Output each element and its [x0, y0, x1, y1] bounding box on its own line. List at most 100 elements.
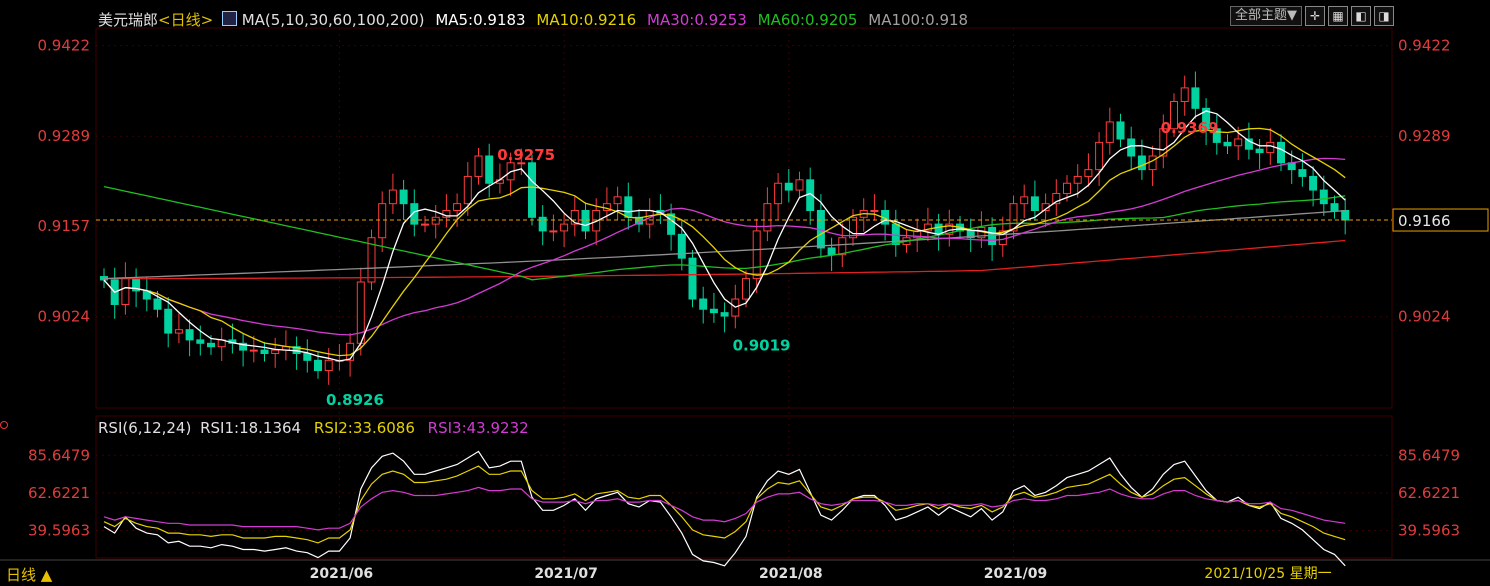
ma5-line: [103, 110, 1346, 362]
candle-up: [431, 216, 440, 225]
candle-down: [1191, 87, 1200, 109]
candle-up: [388, 189, 397, 205]
candle-up: [549, 230, 558, 233]
ma30-line: [103, 157, 1346, 336]
price-tick-left: 0.9024: [38, 308, 91, 326]
candle-down: [1202, 107, 1211, 130]
candle-up: [324, 359, 333, 372]
candle-up: [1073, 175, 1082, 184]
candle-up: [367, 237, 376, 283]
candle-up: [913, 230, 922, 239]
candle-down: [1277, 141, 1285, 164]
candle-down: [485, 155, 494, 184]
candle-up: [121, 278, 130, 305]
candle-up: [1020, 196, 1029, 205]
candle-down: [1330, 203, 1339, 211]
grid-layout-icon[interactable]: ▦: [1328, 6, 1348, 26]
rsi1-value: RSI1:18.1364: [200, 419, 302, 437]
ma100-value: MA100:0.918: [868, 11, 969, 29]
ma30-value: MA30:0.9253: [647, 11, 747, 29]
ma10-line: [103, 127, 1346, 357]
candle-down: [720, 312, 729, 317]
candle-up: [1170, 101, 1178, 130]
candle-down: [528, 162, 536, 218]
candle-up: [774, 182, 783, 205]
candle-down: [709, 308, 718, 314]
price-tick-right: 0.9289: [1398, 127, 1451, 145]
price-tick-right: 0.9024: [1398, 308, 1451, 326]
candle-down: [1319, 189, 1328, 205]
theme-dropdown[interactable]: 全部主题▼: [1230, 6, 1302, 26]
rsi-label: RSI(6,12,24): [98, 419, 192, 437]
price-panel-frame: [95, 27, 1393, 409]
candle-up: [742, 278, 750, 300]
candle-down: [966, 230, 975, 239]
price-tick-left: 0.9422: [38, 37, 91, 55]
candle-up: [1266, 141, 1275, 154]
candle-down: [410, 203, 419, 225]
toolbar: 全部主题▼ ✛ ▦ ◧ ◨: [1230, 6, 1394, 26]
candle-up: [849, 216, 857, 239]
price-tick-right: 0.9422: [1398, 37, 1451, 55]
candle-down: [1137, 155, 1146, 171]
candle-down: [260, 349, 269, 355]
rsi2-value: RSI2:33.6086: [313, 419, 415, 437]
period-tag[interactable]: <日线>: [158, 11, 214, 29]
candle-up: [1180, 87, 1189, 103]
period-selector[interactable]: 日线 ▲: [6, 566, 53, 584]
candle-down: [1223, 141, 1232, 147]
candle-up: [517, 162, 526, 165]
candle-down: [153, 298, 162, 310]
price-tick-left: 0.9157: [38, 217, 91, 235]
candle-up: [752, 230, 761, 280]
candle-up: [271, 349, 280, 355]
candle-up: [923, 223, 932, 232]
candle-up: [356, 281, 365, 344]
candle-down: [196, 339, 205, 344]
split-layout-icon[interactable]: ◨: [1374, 6, 1394, 26]
candle-down: [314, 359, 322, 372]
crosshair-icon[interactable]: ✛: [1305, 6, 1325, 26]
rsi-header: RSI(6,12,24) RSI1:18.1364 RSI2:33.6086 R…: [98, 419, 529, 437]
rsi-tick-right: 62.6221: [1398, 484, 1460, 502]
ma10-value: MA10:0.9216: [536, 11, 637, 29]
candle-down: [207, 342, 215, 348]
last-price-box: [1392, 208, 1489, 232]
candle-down: [1212, 128, 1221, 143]
candle-up: [378, 203, 387, 239]
candle-down: [185, 329, 194, 341]
rsi-tick-right: 39.5963: [1398, 522, 1460, 540]
low-annotation: 0.9019: [733, 336, 791, 354]
candle-up: [1105, 121, 1114, 143]
candle-up: [249, 349, 258, 352]
candle-down: [303, 353, 312, 361]
chart-header: 美元瑞郎<日线> MA(5,10,30,60,100,200) MA5:0.91…: [98, 9, 968, 30]
candle-up: [795, 179, 804, 191]
candle-down: [677, 233, 686, 259]
candle-down: [1309, 175, 1318, 191]
time-tick-label: 2021/06: [310, 566, 374, 582]
rsi-panel-frame: [95, 415, 1393, 559]
candle-down: [399, 189, 408, 205]
candle-down: [688, 257, 697, 300]
candle-down: [1341, 209, 1350, 221]
price-tick-left: 0.9289: [38, 127, 91, 145]
candle-up: [763, 203, 772, 232]
candle-up: [1084, 169, 1093, 177]
high-annotation: 0.9275: [497, 146, 555, 164]
ma-settings-icon[interactable]: [221, 11, 237, 26]
last-price-label: 0.9166: [1398, 212, 1451, 230]
candle-down: [624, 196, 633, 218]
candle-down: [1255, 148, 1264, 154]
candle-up: [870, 209, 879, 212]
candle-up: [613, 196, 622, 205]
candle-down: [699, 298, 708, 310]
candle-down: [538, 216, 547, 232]
window-layout-icon[interactable]: ◧: [1351, 6, 1371, 26]
candle-down: [581, 209, 590, 232]
candle-down: [1127, 138, 1136, 157]
candle-up: [474, 155, 483, 177]
candle-down: [1244, 138, 1253, 150]
candle-up: [463, 175, 472, 205]
